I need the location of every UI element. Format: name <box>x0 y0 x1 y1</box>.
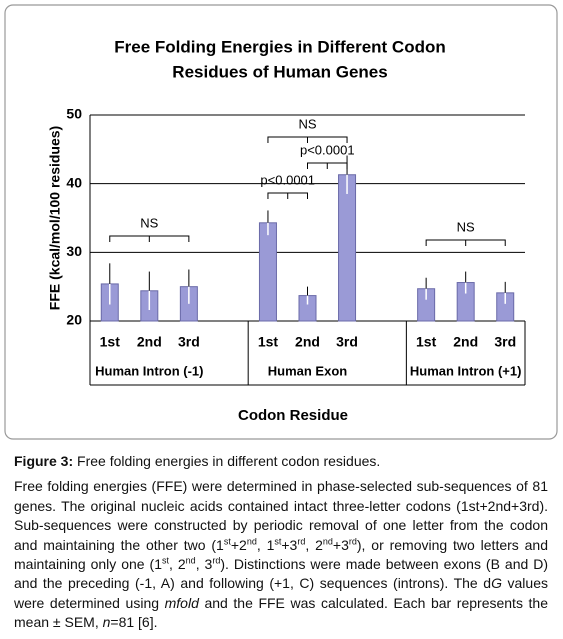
annotation: p<0.0001 <box>260 172 315 187</box>
caption-text: nd <box>185 555 196 566</box>
x-tick-label: 3rd <box>494 334 516 350</box>
y-tick-label: 30 <box>66 243 82 259</box>
annotation: NS <box>298 116 316 131</box>
caption-text: n <box>102 614 111 631</box>
caption-text: ). Distinctions were made between exons … <box>14 556 548 592</box>
caption-text: and the FFE was calculated. Each bar rep… <box>14 594 548 631</box>
x-axis-title: Codon Residue <box>238 407 348 424</box>
y-tick-label: 50 <box>66 106 82 122</box>
x-tick-label: 1st <box>416 334 437 350</box>
figure-label: Figure 3: <box>14 453 74 469</box>
annotation: p<0.0001 <box>300 142 355 157</box>
caption-text: , 1 <box>256 536 275 553</box>
caption-text: G <box>491 575 502 592</box>
bar <box>338 174 357 322</box>
x-tick-label: 2nd <box>453 334 478 350</box>
caption-text: Free folding energies (FFE) were determi… <box>14 478 548 553</box>
caption-title: Free folding energies in different codon… <box>73 453 381 469</box>
caption: Figure 3: Free folding energies in diffe… <box>14 452 548 639</box>
significance-bracket <box>267 192 308 199</box>
chart-frame <box>4 4 558 440</box>
annotation: NS <box>140 215 158 230</box>
annotation: NS <box>457 219 475 234</box>
caption-heading: Figure 3: Free folding energies in diffe… <box>14 452 548 471</box>
chart: Free Folding Energies in Different Codon… <box>4 4 558 440</box>
caption-text: +3 <box>281 536 298 553</box>
x-tick-label: 3rd <box>178 334 200 350</box>
x-tick-label: 1st <box>258 334 279 350</box>
bar <box>258 222 277 322</box>
caption-text: rd <box>297 535 306 546</box>
y-axis-title: FFE (kcal/mol/100 residues) <box>47 126 63 310</box>
caption-text: rd <box>348 535 357 546</box>
caption-text: st <box>274 535 282 546</box>
caption-text: st <box>223 535 231 546</box>
caption-text: , 2 <box>305 536 323 553</box>
significance-bracket <box>425 239 506 246</box>
caption-text: rd <box>212 555 221 566</box>
significance-bracket <box>307 162 348 169</box>
caption-text: +2 <box>230 536 247 553</box>
significance-bracket <box>267 136 348 143</box>
caption-text: nd <box>322 535 333 546</box>
caption-body: Free folding energies (FFE) were determi… <box>14 477 548 632</box>
y-tick-label: 20 <box>66 312 82 328</box>
x-tick-label: 3rd <box>336 334 358 350</box>
y-tick-label: 40 <box>66 174 82 190</box>
group-label: Human Exon <box>268 363 348 378</box>
caption-text: +3 <box>332 536 349 553</box>
group-label: Human Intron (+1) <box>410 363 522 378</box>
chart-title: Free Folding Energies in Different Codon <box>114 37 446 56</box>
significance-bracket <box>109 235 190 242</box>
caption-text: nd <box>246 535 257 546</box>
caption-text: , 3 <box>195 556 213 573</box>
caption-text: =81 [6]. <box>110 614 158 631</box>
caption-text: values were determined using <box>14 575 548 611</box>
group-label: Human Intron (-1) <box>95 363 203 378</box>
x-tick-label: 1st <box>100 334 121 350</box>
x-tick-label: 2nd <box>295 334 320 350</box>
caption-text: st <box>162 555 170 566</box>
x-tick-label: 2nd <box>137 334 162 350</box>
caption-text: ), or removing two letters and maintaini… <box>14 536 548 573</box>
caption-text: mfold <box>164 594 199 611</box>
chart-title: Residues of Human Genes <box>172 62 387 81</box>
caption-text: , 2 <box>169 556 186 573</box>
